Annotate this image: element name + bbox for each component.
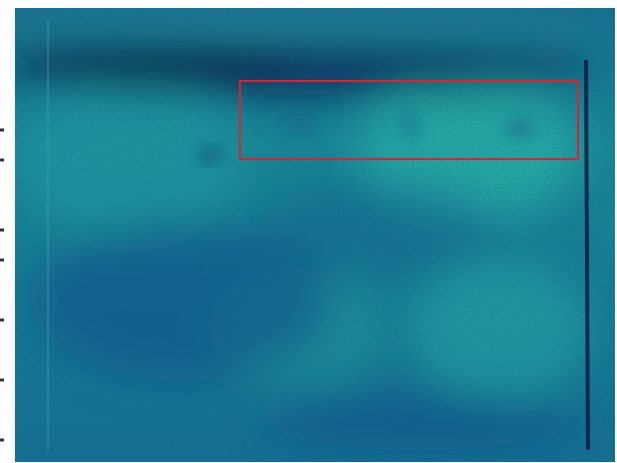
page (0, 0, 617, 463)
scan-image (0, 0, 617, 463)
grain (15, 8, 615, 462)
edge-ticks (0, 130, 4, 440)
image-area (0, 8, 615, 462)
vertical-streak (586, 60, 588, 450)
